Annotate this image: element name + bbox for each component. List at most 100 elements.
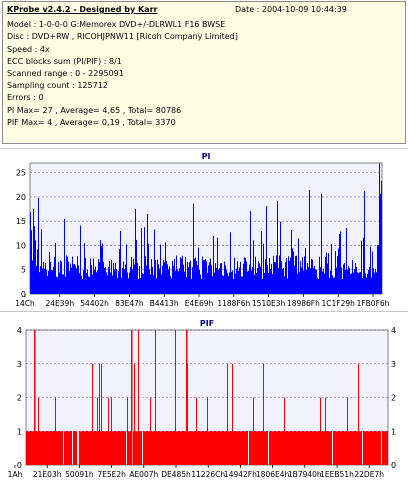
bar	[57, 277, 58, 294]
bar	[41, 431, 42, 465]
bar	[192, 431, 193, 465]
bar	[320, 267, 321, 294]
bar	[274, 262, 275, 294]
bar	[184, 271, 185, 294]
bar	[300, 431, 301, 465]
bar	[344, 431, 345, 465]
bar	[191, 279, 192, 294]
bar	[141, 431, 142, 465]
bar	[107, 431, 108, 465]
bar	[197, 264, 198, 294]
bar	[215, 431, 216, 465]
bar	[275, 431, 276, 465]
bar	[339, 431, 340, 465]
bar	[134, 363, 135, 465]
bar	[233, 431, 234, 465]
bar	[179, 268, 180, 294]
y-tick-label-right: 0	[391, 461, 396, 470]
bar	[148, 431, 149, 465]
bar	[69, 431, 70, 465]
x-tick-label: 54402h	[80, 299, 109, 308]
x-tick-label: 14Ch	[15, 299, 35, 308]
bar	[158, 264, 159, 294]
bar	[218, 431, 219, 465]
bar	[122, 431, 123, 465]
bar	[367, 431, 368, 465]
bar	[299, 271, 300, 294]
bar	[56, 276, 57, 294]
bar	[48, 431, 49, 465]
bar	[303, 431, 304, 465]
bar	[181, 431, 182, 465]
bar	[277, 431, 278, 465]
x-tick-label: 1EEB51h	[320, 470, 354, 479]
bar	[265, 431, 266, 465]
bar	[139, 431, 140, 465]
bar	[242, 276, 243, 294]
bar	[325, 397, 326, 465]
bar	[292, 431, 293, 465]
bar	[288, 431, 289, 465]
bar	[360, 431, 361, 465]
bar	[297, 273, 298, 294]
bar	[224, 261, 225, 294]
bar	[196, 397, 197, 465]
bar	[62, 274, 63, 294]
bar	[366, 277, 367, 294]
bar	[87, 431, 88, 465]
bar	[79, 431, 80, 465]
bar	[371, 277, 372, 294]
bar	[338, 431, 339, 465]
bar	[226, 269, 227, 294]
bar	[199, 269, 200, 294]
bar	[349, 267, 350, 294]
bar	[311, 258, 312, 294]
bar	[251, 431, 252, 465]
bar	[278, 431, 279, 465]
bar	[167, 431, 168, 465]
bar	[166, 261, 167, 294]
bar	[327, 431, 328, 465]
bar	[268, 272, 269, 294]
bar	[44, 268, 45, 294]
x-tick-label: 1FB0F6h	[357, 299, 390, 308]
bar	[277, 201, 278, 294]
bar	[237, 431, 238, 465]
bar	[299, 431, 300, 465]
bar	[259, 263, 260, 294]
info-errors: Errors : 0	[7, 93, 44, 103]
bar	[174, 431, 175, 465]
bar	[163, 260, 164, 294]
bar	[106, 272, 107, 294]
bar	[266, 431, 267, 465]
bar	[315, 269, 316, 294]
bar	[197, 431, 198, 465]
bar	[86, 431, 87, 465]
app-title: KProbe v2.4.2 - Designed by Karr	[7, 5, 158, 14]
bar	[353, 272, 354, 294]
bar	[329, 277, 330, 294]
bar	[377, 244, 378, 294]
bar	[199, 431, 200, 465]
bar	[39, 272, 40, 294]
bar	[30, 431, 31, 465]
bar	[280, 221, 281, 294]
bar	[181, 258, 182, 294]
bar	[310, 268, 311, 294]
bar	[260, 266, 261, 294]
bar	[129, 431, 130, 465]
bar	[373, 268, 374, 294]
bar	[281, 431, 282, 465]
bar	[267, 431, 268, 465]
bar	[176, 431, 177, 465]
bar	[200, 274, 201, 294]
bar	[259, 431, 260, 465]
bar	[142, 273, 143, 294]
bar	[40, 266, 41, 294]
bar	[313, 431, 314, 465]
bar	[77, 256, 78, 294]
x-tick-label: DE485h	[161, 470, 191, 479]
bar	[358, 273, 359, 294]
bar	[143, 274, 144, 294]
bar	[89, 277, 90, 294]
